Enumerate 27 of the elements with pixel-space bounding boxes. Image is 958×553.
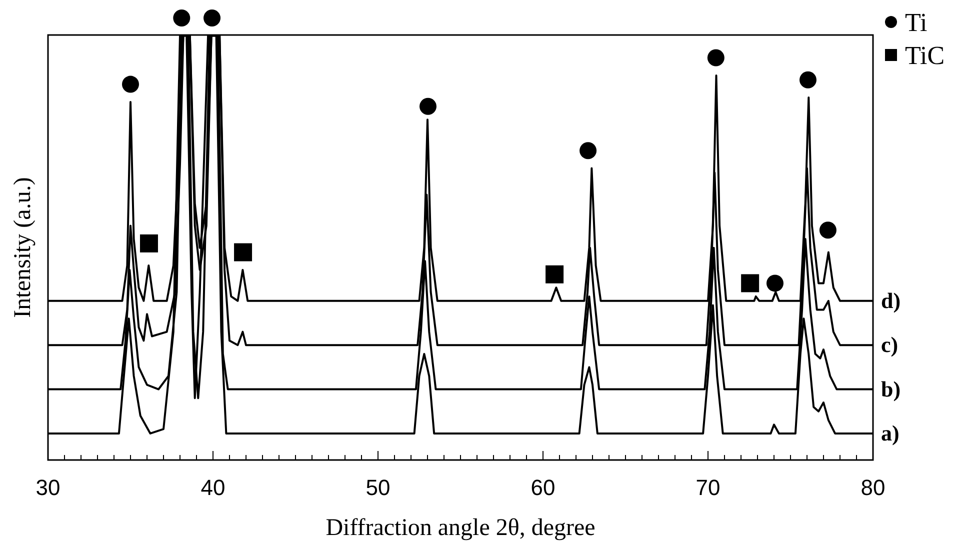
y-axis-title: Intensity (a.u.) xyxy=(10,177,36,318)
x-axis-title: Diffraction angle 2θ, degree xyxy=(326,515,596,541)
legend-label: TiC xyxy=(905,41,945,70)
point xyxy=(741,274,760,292)
point xyxy=(204,10,221,26)
point xyxy=(419,98,436,115)
point xyxy=(234,243,252,262)
point xyxy=(819,222,836,239)
x-tick-label: 30 xyxy=(36,475,60,500)
legend-label: Ti xyxy=(905,8,928,37)
series-label: a) xyxy=(881,420,900,446)
x-tick-label: 40 xyxy=(200,475,226,500)
point xyxy=(140,234,158,252)
x-tick-label: 60 xyxy=(530,475,556,500)
point xyxy=(546,265,564,284)
point xyxy=(707,49,724,66)
point xyxy=(122,76,139,93)
point xyxy=(580,142,597,160)
point xyxy=(766,274,784,292)
x-tick-label: 70 xyxy=(696,475,720,500)
series-label: b) xyxy=(881,376,901,402)
x-tick-label: 80 xyxy=(860,475,886,500)
point xyxy=(799,71,816,88)
series-label: c) xyxy=(881,332,898,358)
series-label: d) xyxy=(881,288,901,313)
point xyxy=(173,10,190,26)
x-tick-label: 50 xyxy=(366,475,390,500)
